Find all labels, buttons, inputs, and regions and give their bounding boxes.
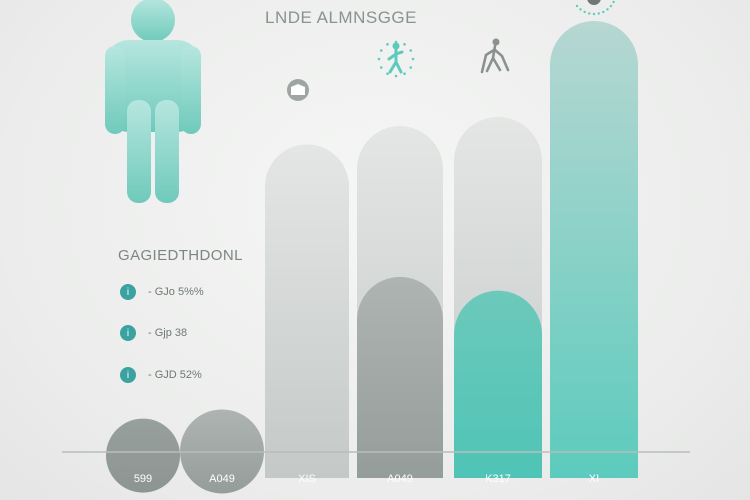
target-icon bbox=[575, 0, 615, 16]
hiker-icon bbox=[480, 38, 510, 74]
bar bbox=[265, 144, 349, 478]
category-label: A049 bbox=[209, 473, 235, 485]
category-label: K317 bbox=[485, 473, 511, 485]
category-label: XIS bbox=[298, 473, 316, 485]
legend-item: i - Gjp 38 bbox=[120, 324, 187, 342]
info-icon: i bbox=[120, 367, 136, 383]
box-icon bbox=[287, 79, 309, 101]
legend-title: GAGIEDTHDONL bbox=[118, 247, 243, 264]
legend-item: i - GJo 5%% bbox=[120, 283, 204, 301]
bar bbox=[550, 21, 638, 478]
info-icon: i bbox=[120, 325, 136, 341]
bar bbox=[106, 418, 180, 493]
legend-item: i - GJD 52% bbox=[120, 366, 202, 384]
category-label: 599 bbox=[134, 473, 152, 485]
chart-title: LNDE ALMNSGGE bbox=[265, 8, 417, 27]
bar-overlay bbox=[454, 290, 542, 478]
category-label: A049 bbox=[387, 473, 413, 485]
legend-item-label: - GJD 52% bbox=[148, 369, 202, 381]
category-label: XI bbox=[589, 473, 599, 485]
walking-person-icon bbox=[377, 40, 415, 78]
legend-item-label: - Gjp 38 bbox=[148, 327, 188, 339]
bar-overlay bbox=[357, 276, 443, 478]
info-icon: i bbox=[120, 284, 136, 300]
person-icon bbox=[105, 0, 201, 203]
legend-item-label: - GJo 5%% bbox=[148, 286, 204, 298]
